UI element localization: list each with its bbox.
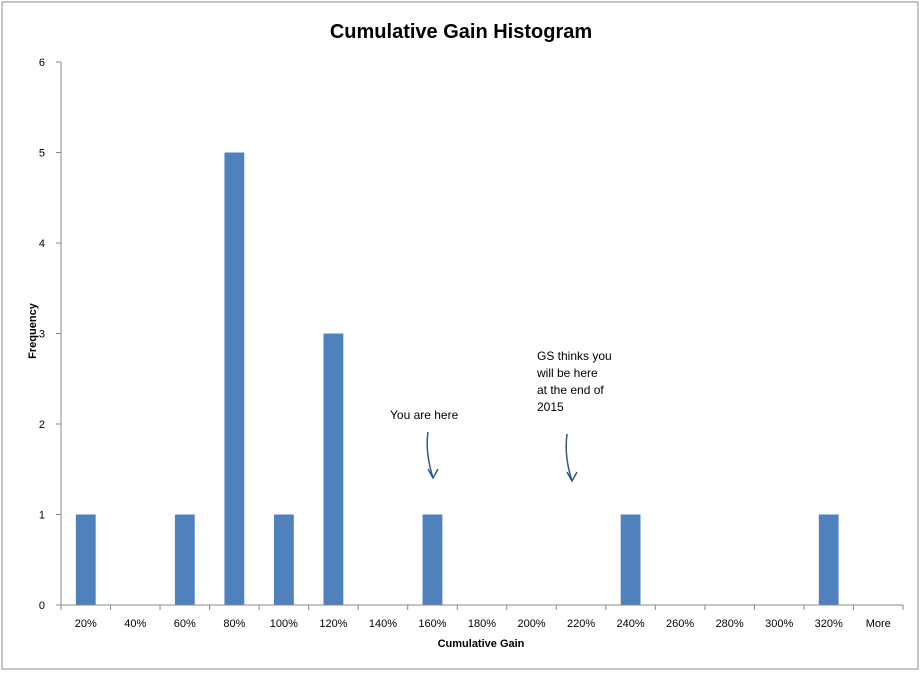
x-tick-label: 300% <box>765 618 793 630</box>
y-tick-label: 6 <box>39 57 45 69</box>
arrow-head-icon <box>566 471 578 483</box>
bar-80% <box>224 152 245 605</box>
x-tick-label: 140% <box>369 618 397 630</box>
bar-20% <box>75 514 96 605</box>
x-tick-label: More <box>866 618 891 630</box>
x-tick-label: 200% <box>517 618 545 630</box>
x-tick-label: 220% <box>567 618 595 630</box>
annotation-line: You are here <box>390 408 459 422</box>
x-tick-label: 320% <box>815 618 843 630</box>
annotation-text: GS thinks you will be here at the end of 20… <box>536 349 612 414</box>
x-tick-label: 60% <box>174 618 196 630</box>
axes-group: 0 1 2 3 4 5 6 20% 40% 60% 80% 100% 120% 140% 160% 180% 2… <box>39 57 904 630</box>
annotation-line: GS thinks you <box>537 349 612 363</box>
x-tick-label: 120% <box>319 618 347 630</box>
bar-60% <box>174 514 195 605</box>
x-tick-label: 40% <box>124 618 146 630</box>
x-axis-title: Cumulative Gain <box>438 638 525 650</box>
annotations-group: You are here GS thinks you will be here at … <box>390 349 612 483</box>
y-tick-label: 3 <box>39 329 45 341</box>
annotation-arrow <box>565 433 573 482</box>
arrow-head-icon <box>427 468 439 480</box>
annotation-arrow <box>426 431 434 479</box>
bar-320% <box>818 514 839 605</box>
x-tick-label: 260% <box>666 618 694 630</box>
y-tick-label: 0 <box>39 600 45 612</box>
y-tick-label: 5 <box>39 148 45 160</box>
x-tick-label: 240% <box>617 618 645 630</box>
y-tick-label: 1 <box>39 510 45 522</box>
annotation-line: at the end of <box>537 383 604 397</box>
x-tick-label: 80% <box>223 618 245 630</box>
bar-160% <box>422 514 443 605</box>
bar-120% <box>323 333 344 605</box>
bar-100% <box>273 514 294 605</box>
bars-group <box>75 152 839 605</box>
chart-title: Cumulative Gain Histogram <box>330 21 592 43</box>
x-tick-label: 160% <box>418 618 446 630</box>
annotation-text: You are here <box>390 408 459 422</box>
x-tick-label: 20% <box>75 618 97 630</box>
y-axis-title: Frequency <box>27 302 39 359</box>
y-tick-label: 4 <box>39 238 45 250</box>
x-tick-label: 180% <box>468 618 496 630</box>
y-tick-label: 2 <box>39 419 45 431</box>
annotation-line: will be here <box>536 366 598 380</box>
annotation-line: 2015 <box>537 400 564 414</box>
x-tick-label: 100% <box>270 618 298 630</box>
x-tick-label: 280% <box>716 618 744 630</box>
bar-240% <box>620 514 641 605</box>
